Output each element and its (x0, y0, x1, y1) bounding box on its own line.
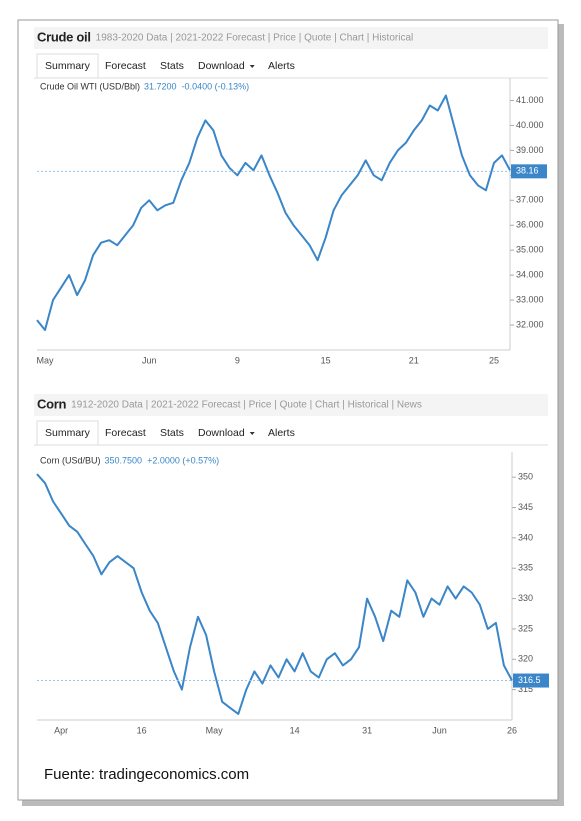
tab[interactable]: Forecast (105, 427, 146, 439)
last-value-box (513, 673, 549, 688)
y-tick-label: 315 (518, 684, 533, 694)
last-value-label: 38.16 (516, 166, 539, 176)
active-tab (36, 420, 99, 446)
y-tick-label: 36.000 (516, 220, 544, 230)
tab[interactable]: Download (198, 60, 245, 72)
legend-change: -0.0400 (-0.13%) (182, 81, 250, 91)
x-tick-label: 21 (409, 355, 419, 365)
header-links: 1983-2020 Data | 2021-2022 Forecast | Pr… (96, 33, 414, 44)
x-tick-label: May (206, 725, 224, 735)
y-tick-label: 325 (518, 623, 533, 633)
chart-title: Corn (37, 396, 66, 411)
y-tick-label: 34.000 (516, 270, 544, 280)
legend-quote: 31.7200 (144, 81, 177, 91)
tab[interactable]: Stats (160, 60, 184, 72)
y-tick-label: 40.000 (516, 120, 544, 130)
legend-name: Crude Oil WTI (USD/Bbl) (40, 81, 140, 91)
legend-name: Corn (USd/BU) (40, 455, 101, 465)
tab[interactable]: Alerts (268, 60, 295, 72)
header-band (34, 27, 548, 49)
x-tick-label: 15 (321, 355, 331, 365)
price-line (36, 94, 511, 331)
y-tick-label: 330 (518, 593, 533, 603)
x-tick-label: Apr (54, 725, 68, 735)
y-tick-label: 32.000 (516, 319, 544, 329)
x-tick-label: 9 (235, 355, 240, 365)
tab[interactable]: Summary (45, 427, 91, 439)
dropdown-caret (249, 65, 255, 68)
legend-quote: 350.7500 (105, 455, 143, 465)
tab[interactable]: Stats (160, 427, 184, 439)
y-tick-label: 350 (518, 472, 533, 482)
y-tick-label: 345 (518, 502, 533, 512)
dropdown-caret (249, 432, 255, 435)
chart-title: Crude oil (37, 29, 91, 44)
x-tick-label: Jun (432, 725, 447, 735)
tab[interactable]: Alerts (268, 427, 295, 439)
source: Fuente: tradingeconomics.com (44, 766, 249, 783)
y-tick-label: 340 (518, 532, 533, 542)
active-tab (36, 53, 99, 79)
tab[interactable]: Forecast (105, 60, 146, 72)
y-tick-label: 35.000 (516, 245, 544, 255)
x-tick-label: 26 (507, 725, 517, 735)
x-tick-label: 25 (489, 355, 499, 365)
header-links: 1912-2020 Data | 2021-2022 Forecast | Pr… (71, 400, 422, 411)
tab[interactable]: Download (198, 427, 245, 439)
y-tick-label: 33.000 (516, 294, 544, 304)
y-tick-label: 335 (518, 563, 533, 573)
price-line (36, 473, 513, 715)
y-tick-label: 39.000 (516, 145, 544, 155)
x-tick-label: Jun (142, 355, 157, 365)
y-tick-label: 320 (518, 654, 533, 664)
last-value-box (511, 164, 547, 179)
tab[interactable]: Summary (45, 60, 91, 72)
y-tick-label: 41.000 (516, 95, 544, 105)
header-band (34, 394, 548, 416)
last-value-label: 316.5 (518, 675, 541, 685)
x-tick-label: 31 (362, 725, 372, 735)
y-tick-label: 37.000 (516, 195, 544, 205)
x-tick-label: 16 (137, 725, 147, 735)
x-tick-label: 14 (290, 725, 300, 735)
legend-change: +2.0000 (+0.57%) (147, 455, 219, 465)
x-tick-label: May (37, 355, 55, 365)
